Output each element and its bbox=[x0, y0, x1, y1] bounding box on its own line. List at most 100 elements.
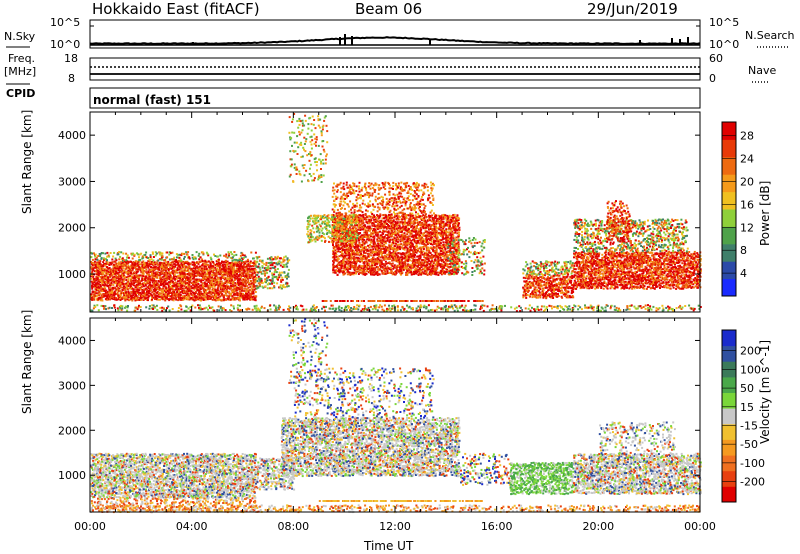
power-cell bbox=[138, 256, 140, 259]
power-cell bbox=[113, 290, 116, 293]
power-cell bbox=[145, 268, 148, 271]
power-cell bbox=[398, 225, 401, 228]
power-cell bbox=[121, 278, 124, 281]
power-cell bbox=[123, 260, 126, 263]
power-cell bbox=[130, 296, 133, 299]
power-cell bbox=[90, 271, 93, 274]
power-cell bbox=[204, 265, 207, 268]
power-cell bbox=[286, 257, 289, 260]
power-cell bbox=[252, 290, 255, 293]
power-cell bbox=[116, 291, 119, 294]
power-cell bbox=[177, 259, 180, 262]
power-cell bbox=[382, 232, 385, 235]
power-cell bbox=[407, 242, 410, 245]
power-cell bbox=[109, 275, 112, 278]
power-cell bbox=[118, 297, 121, 300]
power-cell bbox=[364, 252, 367, 255]
power-cell bbox=[360, 222, 363, 225]
power-cell bbox=[166, 256, 169, 259]
power-cell bbox=[121, 296, 124, 299]
power-cell bbox=[107, 276, 109, 279]
power-cell bbox=[220, 280, 223, 283]
power-cell bbox=[432, 238, 435, 241]
power-cell bbox=[107, 280, 110, 283]
power-cell bbox=[119, 299, 122, 301]
power-cell bbox=[143, 270, 146, 272]
power-cell bbox=[354, 258, 357, 261]
power-cell bbox=[169, 283, 171, 286]
power-cell bbox=[415, 230, 418, 233]
power-cell bbox=[97, 261, 100, 264]
power-cell bbox=[122, 263, 125, 266]
power-cell bbox=[98, 286, 101, 289]
power-cell bbox=[117, 269, 120, 272]
power-cell bbox=[390, 243, 393, 246]
power-cell bbox=[115, 298, 118, 301]
nave-label: Nave bbox=[748, 64, 777, 77]
power-cell bbox=[255, 295, 258, 298]
power-cell bbox=[230, 251, 232, 254]
power-cell bbox=[388, 261, 391, 264]
power-cell bbox=[106, 279, 109, 282]
power-cell bbox=[199, 288, 202, 291]
power-cell bbox=[122, 283, 125, 285]
power-cell bbox=[191, 254, 194, 256]
power-cell bbox=[206, 263, 209, 266]
power-cell bbox=[90, 261, 93, 263]
power-cell bbox=[335, 253, 338, 256]
power-cell bbox=[374, 225, 377, 228]
power-cell bbox=[419, 254, 422, 257]
power-cell bbox=[225, 253, 228, 256]
power-cell bbox=[166, 251, 169, 254]
power-cell bbox=[396, 240, 399, 243]
power-cell bbox=[418, 260, 421, 263]
power-cell bbox=[377, 266, 380, 269]
power-cell bbox=[118, 271, 121, 274]
power-cell bbox=[241, 259, 243, 262]
power-cell bbox=[127, 261, 130, 264]
power-cell bbox=[125, 286, 128, 289]
power-cell bbox=[112, 269, 115, 272]
power-cell bbox=[132, 297, 135, 300]
power-cell bbox=[94, 282, 97, 285]
power-cell bbox=[109, 268, 112, 271]
power-cell bbox=[97, 255, 100, 257]
power-cell bbox=[404, 219, 407, 222]
power-cell bbox=[112, 267, 115, 270]
power-cell bbox=[394, 221, 397, 223]
power-cell bbox=[127, 271, 130, 274]
power-cell bbox=[130, 265, 133, 268]
power-cell bbox=[165, 291, 167, 294]
power-cell bbox=[422, 250, 425, 253]
power-cell bbox=[254, 251, 257, 254]
power-cell bbox=[105, 262, 108, 265]
power-cell bbox=[93, 286, 96, 289]
date-title: 29/Jun/2019 bbox=[587, 0, 678, 18]
power-cell bbox=[183, 257, 185, 260]
power-cell bbox=[130, 272, 133, 275]
power-cell bbox=[147, 299, 149, 302]
power-cell bbox=[256, 280, 259, 283]
power-cell bbox=[208, 288, 211, 291]
power-cell bbox=[106, 262, 109, 265]
power-cell bbox=[287, 275, 290, 278]
power-cell bbox=[176, 253, 179, 256]
power-cell bbox=[93, 293, 96, 296]
power-cell bbox=[105, 278, 107, 281]
power-cell bbox=[403, 238, 406, 241]
power-cell bbox=[274, 256, 277, 259]
power-cell bbox=[227, 251, 230, 254]
power-cell bbox=[280, 280, 283, 283]
power-cell bbox=[99, 292, 102, 295]
power-cell bbox=[189, 262, 192, 265]
power-cell bbox=[410, 268, 413, 271]
power-cell bbox=[256, 274, 259, 276]
power-cell bbox=[250, 280, 253, 282]
power-cell bbox=[92, 267, 95, 270]
power-scatter-cells bbox=[90, 113, 702, 313]
power-cell bbox=[111, 261, 114, 264]
power-cell bbox=[101, 282, 104, 285]
power-cell bbox=[343, 248, 345, 251]
power-cell bbox=[105, 269, 108, 272]
power-cell bbox=[271, 276, 274, 279]
